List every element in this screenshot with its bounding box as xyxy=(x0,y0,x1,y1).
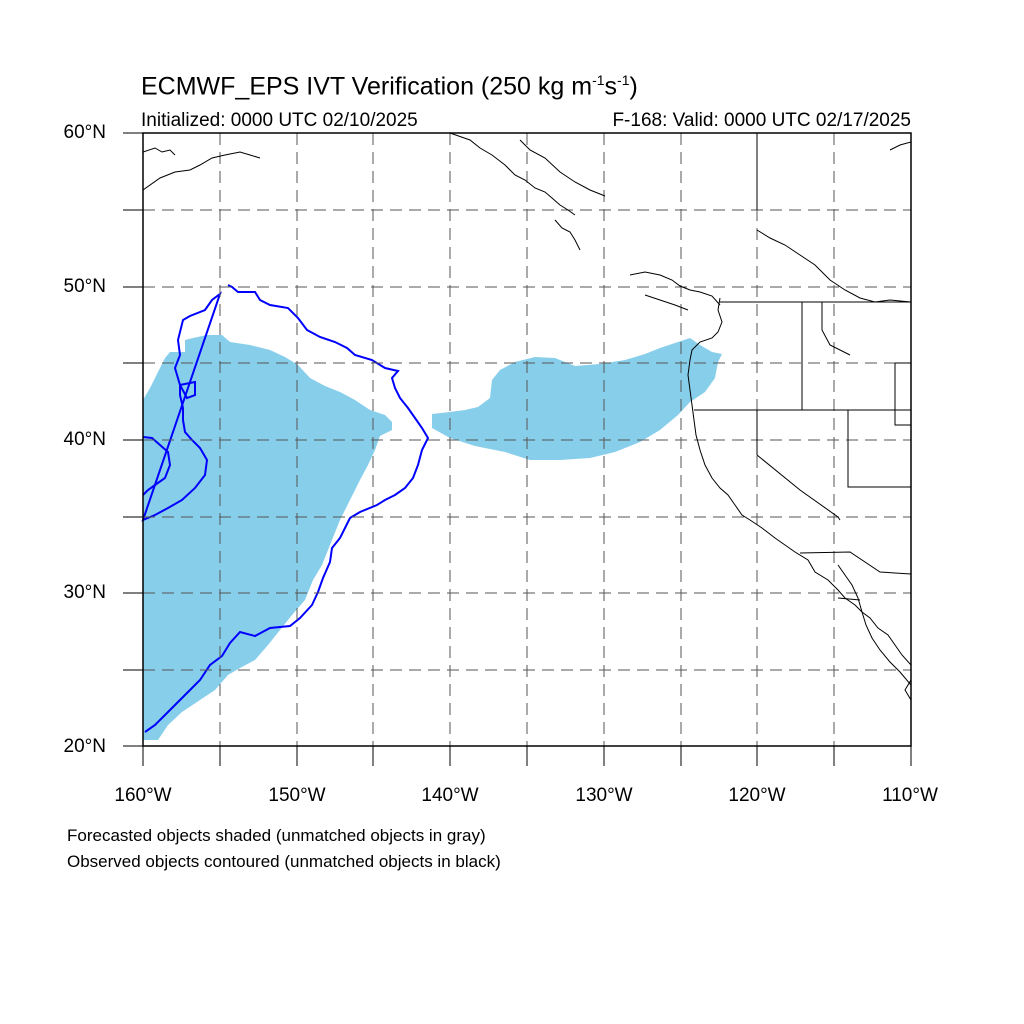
lon-label-150w: 150°W xyxy=(268,785,326,806)
forecast-object-east xyxy=(432,338,722,460)
valid-time-label: F-168: Valid: 0000 UTC 02/17/2025 xyxy=(612,110,911,131)
chart-title: ECMWF_EPS IVT Verification (250 kg m-1s-… xyxy=(141,72,638,101)
coastlines xyxy=(143,133,911,701)
map-frame xyxy=(142,132,912,747)
lon-label-110w: 110°W xyxy=(882,785,938,806)
forecast-object-west xyxy=(143,335,392,740)
initialized-label: Initialized: 0000 UTC 02/10/2025 xyxy=(141,110,418,131)
lat-label-50: 50°N xyxy=(63,276,106,297)
lon-label-130w: 130°W xyxy=(575,785,633,806)
tick-marks xyxy=(123,132,912,766)
lon-label-160w: 160°W xyxy=(114,785,172,806)
observed-object-contour xyxy=(141,284,430,733)
legend-forecast-note: Forecasted objects shaded (unmatched obj… xyxy=(67,826,486,845)
legend-observed-note: Observed objects contoured (unmatched ob… xyxy=(67,852,501,871)
lat-label-30: 30°N xyxy=(63,582,106,603)
lat-label-20: 20°N xyxy=(63,736,106,757)
lon-label-120w: 120°W xyxy=(728,785,786,806)
lon-label-140w: 140°W xyxy=(421,785,479,806)
grid-lines xyxy=(143,133,911,746)
state-boundaries xyxy=(694,133,911,601)
lat-label-40: 40°N xyxy=(63,429,106,450)
lat-label-60: 60°N xyxy=(63,122,106,143)
